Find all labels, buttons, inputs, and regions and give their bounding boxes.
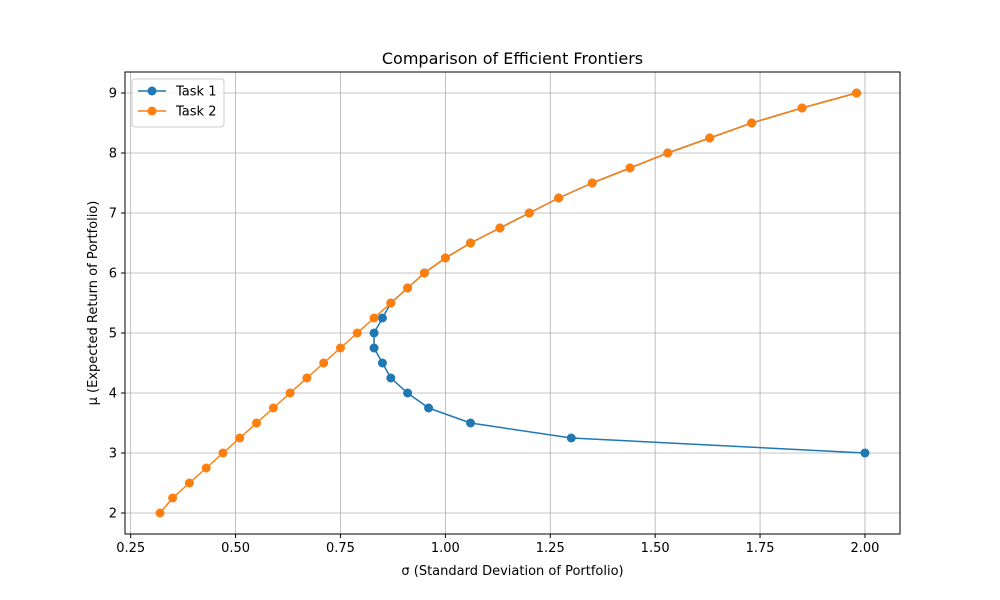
series-2-point: [419, 268, 429, 278]
series-2-point: [495, 223, 505, 233]
series-layer: [155, 88, 870, 518]
series-2-line: [159, 92, 857, 514]
series-1-point: [566, 433, 576, 443]
x-tick-label: 1.75: [746, 541, 775, 556]
x-axis-ticks: 0.25 0.50 0.75 1.00 1.25 1.50 1.75 2.00: [116, 534, 879, 556]
legend-label-task-2: Task 2: [175, 105, 216, 120]
series-2-point: [218, 448, 228, 458]
legend-marker-task-2: [147, 106, 157, 116]
x-tick-label: 1.00: [431, 541, 460, 556]
x-tick-label: 0.25: [116, 541, 145, 556]
series-1-point: [377, 358, 387, 368]
series-2-point: [268, 403, 278, 413]
y-tick-label: 2: [109, 507, 117, 522]
series-1-point: [403, 388, 413, 398]
x-tick-label: 0.50: [221, 541, 250, 556]
y-tick-label: 8: [109, 147, 117, 162]
series-2-point: [403, 283, 413, 293]
series-2: [155, 88, 862, 518]
legend-label-task-1: Task 1: [175, 85, 216, 100]
x-tick-label: 1.25: [536, 541, 565, 556]
series-2-point: [747, 118, 757, 128]
chart-title: Comparison of Efficient Frontiers: [382, 49, 643, 68]
y-tick-label: 3: [109, 447, 117, 462]
series-2-point: [369, 313, 379, 323]
series-2-point: [466, 238, 476, 248]
series-2-point: [184, 478, 194, 488]
y-axis-label: μ (Expected Return of Portfolio): [86, 201, 101, 406]
series-2-point: [252, 418, 262, 428]
x-tick-label: 2.00: [850, 541, 879, 556]
series-1-point: [424, 403, 434, 413]
x-tick-label: 0.75: [326, 541, 355, 556]
series-2-point: [319, 358, 329, 368]
grid-lines: [125, 72, 900, 534]
series-2-point: [625, 163, 635, 173]
plot-frame: [124, 71, 901, 535]
series-2-point: [168, 493, 178, 503]
y-tick-label: 5: [109, 327, 117, 342]
x-tick-label: 1.50: [641, 541, 670, 556]
series-2-point: [797, 103, 807, 113]
series-2-point: [285, 388, 295, 398]
series-1-point: [860, 448, 870, 458]
series-2-point: [663, 148, 673, 158]
series-1-point: [386, 373, 396, 383]
series-1-point: [369, 328, 379, 338]
series-1-point: [377, 313, 387, 323]
y-tick-label: 6: [109, 267, 117, 282]
series-2-point: [554, 193, 564, 203]
series-2-point: [335, 343, 345, 353]
series-2-point: [352, 328, 362, 338]
x-axis-label: σ (Standard Deviation of Portfolio): [401, 564, 623, 579]
series-1-point: [369, 343, 379, 353]
series-2-point: [524, 208, 534, 218]
y-tick-label: 7: [109, 207, 117, 222]
y-tick-label: 9: [109, 87, 117, 102]
series-2-point: [440, 253, 450, 263]
series-1-point: [466, 418, 476, 428]
series-2-point: [705, 133, 715, 143]
series-2-point: [235, 433, 245, 443]
legend-marker-task-1: [147, 86, 157, 96]
series-2-point: [302, 373, 312, 383]
series-2-point: [201, 463, 211, 473]
series-2-point: [155, 508, 165, 518]
series-2-point: [587, 178, 597, 188]
y-tick-label: 4: [109, 387, 117, 402]
series-2-point: [386, 298, 396, 308]
y-axis-ticks: 2 3 4 5 6 7 8 9: [109, 87, 125, 522]
series-2-point: [852, 88, 862, 98]
legend: Task 1 Task 2: [131, 78, 225, 128]
